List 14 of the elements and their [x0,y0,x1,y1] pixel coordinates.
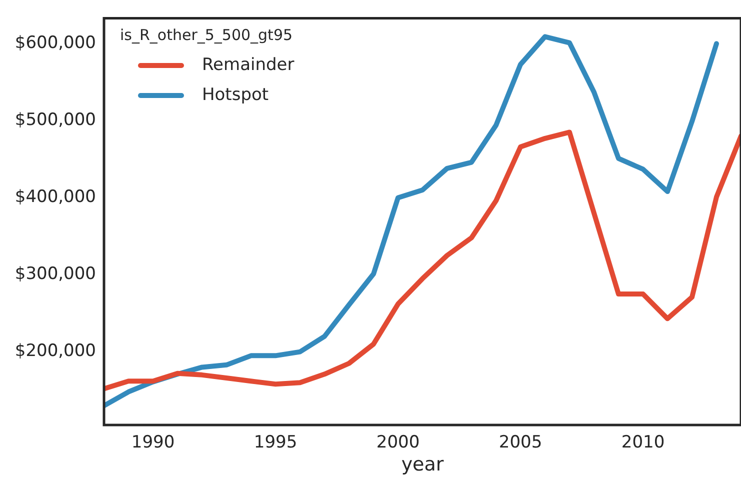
legend-label: Hotspot [202,84,269,107]
x-tick-label: 2000 [376,432,420,453]
y-tick-label: $500,000 [14,110,96,130]
y-tick-label: $600,000 [14,33,96,54]
x-tick-label: 2010 [621,432,665,453]
y-tick-label: $400,000 [14,187,96,208]
legend-label: Remainder [202,54,294,77]
legend-title: is_R_other_5_500_gt95 [120,25,294,46]
y-tick-label: $300,000 [14,264,96,284]
x-tick-label: 1990 [131,432,175,453]
x-axis-title: year [401,454,444,476]
y-tick-label: $200,000 [14,341,96,362]
x-tick-label: 2005 [498,432,542,453]
x-tick-label: 1995 [254,432,298,453]
